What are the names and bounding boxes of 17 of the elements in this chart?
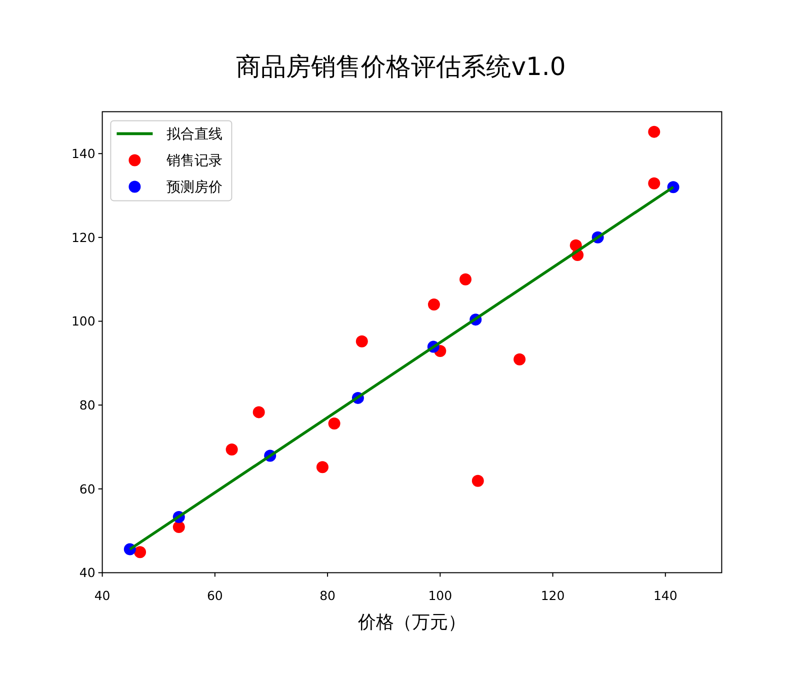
x-tick-label: 40 bbox=[94, 588, 110, 603]
y-tick-label: 100 bbox=[71, 314, 96, 329]
x-tick-label: 120 bbox=[540, 588, 565, 603]
y-tick-label: 120 bbox=[71, 230, 96, 245]
x-tick-label: 100 bbox=[428, 588, 452, 603]
title: 商品房销售价格评估系统v1.0 bbox=[236, 52, 566, 81]
x-tick-label: 80 bbox=[320, 588, 336, 603]
legend-label: 拟合直线 bbox=[166, 126, 223, 143]
xlabel: 价格（万元） bbox=[358, 612, 466, 633]
legend-label: 预测房价 bbox=[166, 180, 223, 196]
y-tick-label: 60 bbox=[79, 481, 96, 496]
y-tick-label: 80 bbox=[79, 398, 96, 413]
x-tick-label: 60 bbox=[206, 588, 223, 603]
y-tick-label: 140 bbox=[71, 146, 96, 162]
x-tick-label: 140 bbox=[653, 588, 678, 603]
y-tick-label: 40 bbox=[79, 565, 96, 580]
legend-label: 销售记录 bbox=[166, 153, 223, 170]
